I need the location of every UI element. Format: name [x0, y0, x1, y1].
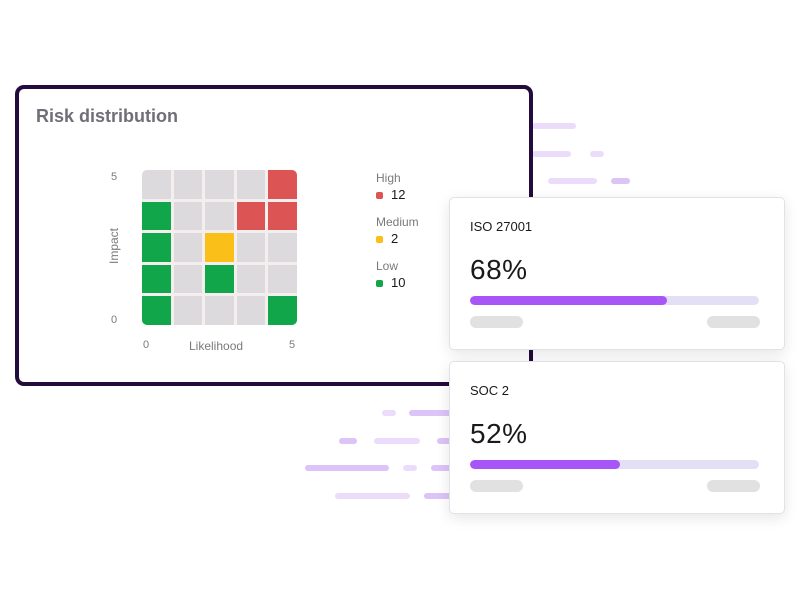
x-axis-min-tick: 0: [143, 339, 150, 351]
matrix-cell-low: [142, 264, 171, 294]
dash: [532, 123, 576, 129]
progress-bar: [470, 460, 759, 469]
risk-distribution-panel: Risk distribution 5 0 Impact 0 Likelihoo…: [15, 85, 533, 386]
matrix-cell-empty: [205, 201, 234, 231]
y-axis-max-tick: 5: [111, 171, 118, 183]
placeholder-pill: [470, 316, 523, 328]
dash: [339, 438, 357, 444]
legend-item-high: High 12: [376, 171, 419, 204]
dash: [335, 493, 410, 499]
legend-item-medium: Medium 2: [376, 215, 419, 248]
y-axis-min-tick: 0: [111, 314, 118, 326]
medium-swatch-icon: [376, 235, 383, 243]
progress-fill: [470, 296, 667, 305]
dash: [374, 438, 420, 444]
legend-value: 12: [391, 187, 406, 202]
dash: [431, 465, 454, 471]
placeholder-pill: [707, 480, 760, 492]
legend-value: 2: [391, 231, 399, 246]
matrix-cell-empty: [173, 170, 203, 199]
matrix-cell-low: [142, 296, 171, 325]
matrix-cell-low: [142, 201, 171, 231]
high-swatch-icon: [376, 191, 383, 199]
matrix-cell-low: [268, 296, 297, 325]
legend-item-low: Low 10: [376, 259, 419, 292]
legend-value: 10: [391, 275, 406, 290]
low-swatch-icon: [376, 279, 383, 287]
matrix-cell-empty: [236, 170, 266, 199]
dash: [532, 151, 571, 157]
card-percentage: 68%: [470, 254, 528, 285]
matrix-cell-high: [236, 201, 266, 231]
panel-title: Risk distribution: [36, 106, 179, 126]
dash: [424, 493, 454, 499]
y-axis-label: Impact: [107, 227, 122, 265]
matrix-cell-high: [268, 201, 297, 231]
matrix-cell-empty: [173, 296, 203, 325]
legend-label: Medium: [376, 215, 419, 229]
dash: [548, 178, 597, 184]
x-axis-max-tick: 5: [289, 339, 296, 351]
x-axis-label: Likelihood: [189, 339, 244, 353]
matrix-cell-low: [205, 264, 234, 294]
legend-label: Low: [376, 259, 399, 273]
placeholder-pill: [707, 316, 760, 328]
legend-label: High: [376, 171, 401, 185]
matrix-cell-empty: [142, 170, 171, 199]
card-percentage: 52%: [470, 418, 528, 449]
card-title: SOC 2: [470, 383, 510, 398]
matrix-cell-empty: [268, 233, 297, 262]
matrix-cell-empty: [205, 170, 234, 199]
compliance-card-soc-2[interactable]: SOC 2 52%: [449, 361, 785, 514]
compliance-card-iso-27001[interactable]: ISO 27001 68%: [449, 197, 785, 350]
matrix-cell-low: [142, 233, 171, 262]
matrix-cell-medium: [205, 233, 234, 262]
matrix-cell-empty: [236, 264, 266, 294]
matrix-cell-empty: [268, 264, 297, 294]
risk-matrix: [142, 170, 297, 325]
dash: [437, 438, 454, 444]
matrix-cell-empty: [173, 201, 203, 231]
matrix-cell-empty: [173, 264, 203, 294]
matrix-cell-empty: [236, 296, 266, 325]
matrix-cell-empty: [205, 296, 234, 325]
dash: [409, 410, 454, 416]
dash: [611, 178, 630, 184]
matrix-cell-empty: [236, 233, 266, 262]
progress-bar: [470, 296, 759, 305]
placeholder-pill: [470, 480, 523, 492]
dash: [382, 410, 396, 416]
dash: [305, 465, 389, 471]
dash: [590, 151, 604, 157]
matrix-cell-high: [268, 170, 297, 199]
progress-fill: [470, 460, 621, 469]
dash: [403, 465, 417, 471]
risk-legend: High 12 Medium 2 Low 10: [376, 171, 419, 303]
matrix-cell-empty: [173, 233, 203, 262]
card-title: ISO 27001: [470, 219, 533, 234]
